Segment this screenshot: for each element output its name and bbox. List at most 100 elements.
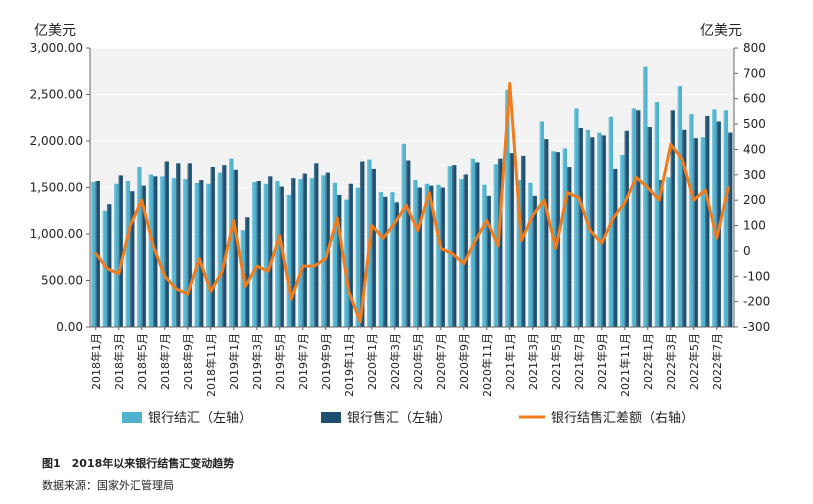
bar-sales — [118, 175, 123, 327]
bar-highlight — [482, 184, 484, 327]
bar-settlement — [643, 66, 648, 327]
bar-highlight — [424, 183, 427, 327]
right-tick-label: 300 — [743, 168, 766, 182]
bar-sales — [107, 204, 112, 327]
bar-highlight — [447, 166, 450, 327]
bar-highlight — [624, 130, 627, 327]
bar-highlight — [463, 174, 466, 327]
bar-highlight — [567, 167, 569, 327]
bar-settlement — [447, 166, 453, 327]
bar-settlement — [723, 110, 729, 327]
bar-highlight — [700, 137, 703, 327]
bar-highlight — [440, 187, 443, 327]
x-tick-label: 2020年5月 — [411, 333, 425, 390]
bar-highlight — [705, 115, 707, 327]
bar-settlement — [332, 182, 338, 327]
bar-highlight — [417, 187, 420, 327]
bar-settlement — [654, 101, 660, 327]
bar-highlight — [539, 121, 542, 327]
bar-highlight — [601, 135, 604, 327]
bar-highlight — [153, 176, 155, 327]
bar-highlight — [666, 177, 668, 327]
bar-highlight — [532, 195, 535, 327]
bar-settlement — [344, 199, 349, 327]
bar-settlement — [689, 114, 694, 327]
bar-highlight — [355, 187, 358, 327]
bar-sales — [245, 217, 250, 327]
bar-highlight — [114, 183, 116, 327]
bar-highlight — [268, 176, 270, 327]
bar-settlement — [217, 172, 223, 327]
bar-settlement — [148, 174, 154, 327]
legend-label: 银行结售汇差额（右轴） — [551, 410, 694, 426]
bar-sales — [337, 194, 342, 327]
bar-highlight — [130, 191, 132, 327]
bar-sales — [693, 138, 698, 327]
bar-highlight — [176, 163, 178, 327]
right-axis-unit: 亿美元 — [700, 23, 742, 39]
bar-highlight — [107, 204, 109, 327]
bar-settlement — [597, 132, 602, 327]
bar-highlight — [240, 230, 243, 327]
bar-settlement — [137, 167, 142, 327]
balance-line — [94, 82, 730, 324]
legend-label: 银行结汇（左轴） — [148, 411, 252, 426]
right-tick-label: 800 — [743, 41, 766, 55]
bar-settlement — [286, 194, 292, 327]
bar-settlement — [424, 183, 430, 327]
bar-highlight — [222, 165, 224, 327]
legend: 银行结汇（左轴） 银行售汇（左轴） 银行结售汇差额（右轴） — [122, 410, 694, 426]
left-tick-label: 0.00 — [56, 320, 83, 334]
bar-highlight — [332, 182, 335, 327]
bar-settlement — [229, 158, 234, 327]
bar-settlement — [298, 179, 303, 327]
bar-sales — [429, 185, 434, 327]
bar-highlight — [394, 202, 397, 327]
bar-highlight — [544, 139, 546, 327]
bar-highlight — [470, 158, 473, 327]
bar-sales — [509, 153, 514, 327]
left-tick-label: 2,000.00 — [30, 134, 83, 148]
bar-sales — [682, 129, 687, 327]
bar-highlight — [102, 210, 105, 327]
x-tick-label: 2019年9月 — [319, 333, 333, 390]
bar-highlight — [286, 194, 289, 327]
bar-sales — [544, 139, 549, 327]
bar-highlight — [493, 164, 496, 327]
bar-highlight — [452, 165, 454, 327]
bar-highlight — [429, 185, 431, 327]
bar-sales — [647, 127, 652, 327]
bar-settlement — [631, 108, 637, 327]
bar-sales — [130, 191, 135, 327]
right-tick-label: 600 — [743, 92, 766, 106]
right-tick-label: 400 — [743, 142, 766, 156]
bar-highlight — [383, 196, 385, 327]
bar-settlement — [459, 179, 464, 327]
bar-sales — [406, 160, 411, 327]
bar-highlight — [256, 180, 259, 327]
bar-settlement — [436, 184, 441, 327]
bar-settlement — [355, 187, 361, 327]
bar-highlight — [217, 172, 220, 327]
x-tick-label: 2022年5月 — [687, 333, 701, 390]
bar-settlement — [493, 164, 499, 327]
bar-highlight — [406, 160, 408, 327]
bar-highlight — [360, 161, 362, 327]
bar-sales — [164, 161, 169, 327]
bar-sales — [360, 161, 365, 327]
x-tick-label: 2019年3月 — [250, 333, 264, 390]
bar-settlement — [275, 180, 280, 327]
bar-highlight — [321, 175, 323, 327]
bar-highlight — [118, 175, 121, 327]
bar-sales — [624, 130, 629, 327]
right-tick-label: -200 — [743, 295, 770, 309]
legend-swatch — [321, 412, 341, 423]
bar-highlight — [348, 183, 351, 327]
bar-highlight — [314, 163, 316, 327]
bar-highlight — [233, 169, 236, 327]
bar-sales — [578, 127, 583, 327]
bar-settlement — [309, 178, 315, 327]
bar-sales — [302, 173, 307, 327]
bar-highlight — [551, 151, 553, 327]
